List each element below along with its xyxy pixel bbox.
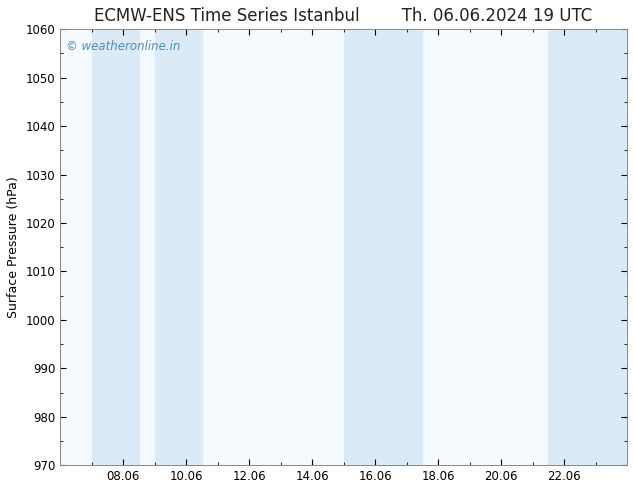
Y-axis label: Surface Pressure (hPa): Surface Pressure (hPa) (7, 176, 20, 318)
Bar (91, 29, 139, 465)
Text: © weatheronline.in: © weatheronline.in (66, 40, 180, 53)
Bar (391, 29, 422, 465)
Bar (548, 29, 627, 465)
Title: ECMW-ENS Time Series Istanbul        Th. 06.06.2024 19 UTC: ECMW-ENS Time Series Istanbul Th. 06.06.… (94, 7, 593, 25)
Bar (155, 29, 202, 465)
Bar (344, 29, 391, 465)
